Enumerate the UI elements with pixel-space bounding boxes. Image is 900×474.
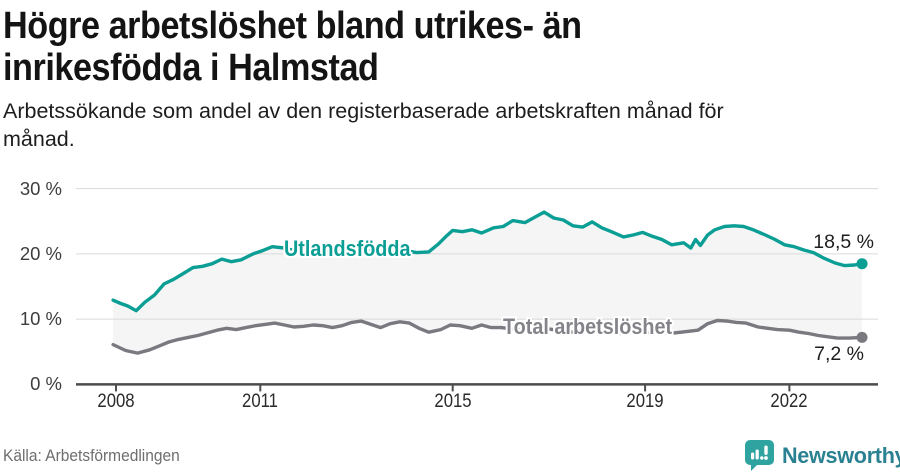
end-dot-Total arbetslöshet [856,331,868,343]
y-axis-tick-label: 30 % [19,177,62,199]
x-axis-tick-label: 2008 [97,391,135,412]
y-axis-tick-label: 20 % [19,242,62,264]
title-line-2: inrikesfödda i Halmstad [3,47,379,89]
y-axis-tick-label: 0 % [30,373,62,395]
x-axis-tick-label: 2019 [626,391,664,412]
newsworthy-bubble-chart-icon [744,439,775,472]
chart-subtitle: Arbetssökande som andel av den registerb… [3,97,724,153]
series-label-total: Total arbetslöshet [503,314,673,339]
source-attribution: Källa: Arbetsförmedlingen [3,447,180,465]
newsworthy-wordmark: Newsworthy [782,442,900,468]
title-line-1: Högre arbetslöshet bland utrikes- än [3,5,582,47]
end-value-total: 7,2 % [814,343,864,365]
speech-bubble-shape [745,440,774,471]
subtitle-line-1: Arbetssökande som andel av den registerb… [3,99,724,123]
newsworthy-logo[interactable]: Newsworthy [744,439,900,472]
end-dot-Utlandsfödda [856,258,868,270]
end-value-utlandsfodda: 18,5 % [813,231,874,253]
series-line-Total arbetslöshet [111,318,864,355]
x-axis-tick-label: 2015 [434,391,472,412]
subtitle-line-2: månad. [3,127,75,151]
page-title: Högre arbetslöshet bland utrikes- än inr… [3,5,646,89]
y-axis-tick-label: 10 % [19,308,62,330]
series-line-Utlandsfödda [111,210,864,313]
x-axis-tick-label: 2022 [770,391,808,412]
series-label-utlandsfodda: Utlandsfödda [284,236,411,261]
area-between-lines [113,212,863,354]
x-axis-tick-label: 2011 [242,391,279,412]
